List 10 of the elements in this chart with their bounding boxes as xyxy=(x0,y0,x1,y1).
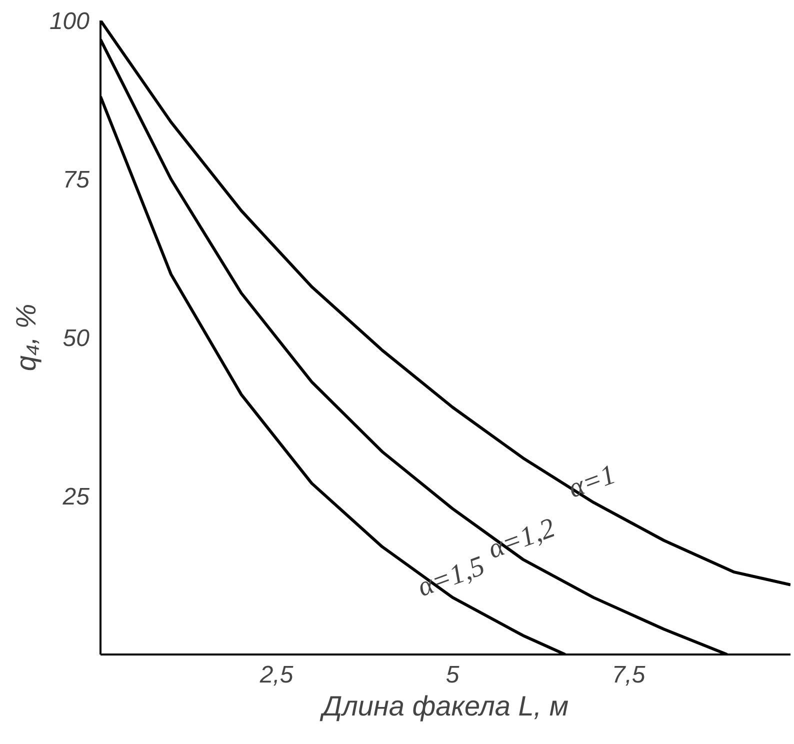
x-axis-title: Длина факела L, м xyxy=(319,690,569,722)
y-axis-title: q₄, % xyxy=(10,304,42,372)
y-tick-label: 25 xyxy=(62,484,90,510)
text: α=1 xyxy=(564,459,620,504)
x-tick-label: 5 xyxy=(446,662,460,688)
y-tick-label: 100 xyxy=(49,8,90,35)
y-tick-label: 75 xyxy=(62,166,90,194)
y-tick-label: 50 xyxy=(62,325,90,352)
x-tick-label: 7,5 xyxy=(612,662,646,688)
x-tick-label: 2,5 xyxy=(258,662,294,688)
